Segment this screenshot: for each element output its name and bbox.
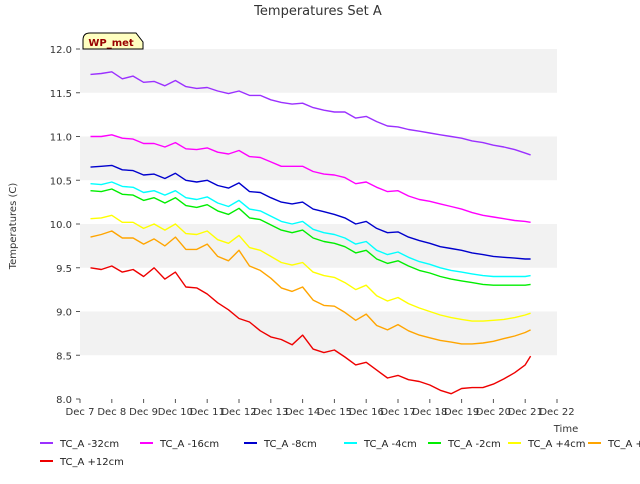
- legend-item: TC_A -8cm: [244, 439, 317, 450]
- legend-label: TC_A -8cm: [263, 439, 317, 450]
- x-tick-label: Dec 18: [412, 407, 447, 418]
- legend-item: TC_A +8cm: [588, 439, 640, 450]
- legend-label: TC_A -32cm: [59, 439, 119, 450]
- site-badge-label: WP_met: [88, 38, 134, 49]
- x-tick-label: Dec 7: [66, 407, 95, 418]
- x-tick-label: Dec 20: [476, 407, 511, 418]
- series-line: [90, 214, 531, 322]
- y-tick-label: 10.0: [50, 220, 72, 231]
- x-tick-label: Dec 21: [508, 407, 543, 418]
- site-badge: WP_met: [82, 32, 144, 50]
- y-tick-label: 11.5: [50, 89, 72, 100]
- y-tick-label: 11.0: [50, 133, 72, 144]
- y-tick-label: 12.0: [50, 45, 72, 56]
- legend-label: TC_A +4cm: [527, 439, 586, 450]
- legend-item: TC_A +4cm: [508, 439, 586, 450]
- grid-bands: [80, 49, 557, 399]
- series-line: [90, 71, 531, 156]
- x-tick-label: Dec 17: [380, 407, 415, 418]
- chart-title: Temperatures Set A: [253, 4, 382, 19]
- legend-label: TC_A -4cm: [363, 439, 417, 450]
- legend-label: TC_A +8cm: [607, 439, 640, 450]
- series-line: [90, 181, 531, 278]
- legend-item: TC_A -4cm: [344, 439, 417, 450]
- series-line: [90, 188, 531, 286]
- y-axis-title: Temperatures (C): [8, 183, 19, 271]
- x-axis-title: Time: [553, 424, 578, 435]
- x-tick-label: Dec 15: [317, 407, 352, 418]
- x-tick-label: Dec 16: [349, 407, 384, 418]
- y-tick-label: 8.0: [56, 395, 72, 406]
- chart-legend: TC_A -32cm TC_A -16cm TC_A -8cm TC_A -4cm TC…: [40, 439, 640, 468]
- y-axis-ticks: 8.0 8.5 9.0 9.5 10.0 10.5 11.0 11.5 12.0: [50, 45, 80, 406]
- x-tick-label: Dec 13: [253, 407, 288, 418]
- x-tick-label: Dec 8: [97, 407, 126, 418]
- series-line: [90, 265, 532, 395]
- y-tick-label: 8.5: [56, 351, 72, 362]
- series-lines: [90, 71, 532, 395]
- legend-item: TC_A -16cm: [140, 439, 219, 450]
- x-tick-label: Dec 22: [539, 407, 574, 418]
- y-tick-label: 10.5: [50, 176, 72, 187]
- legend-item: TC_A -32cm: [40, 439, 119, 450]
- x-tick-label: Dec 19: [444, 407, 479, 418]
- grid-band: [80, 311, 557, 356]
- x-tick-label: Dec 11: [190, 407, 225, 418]
- legend-item: TC_A +12cm: [40, 457, 124, 468]
- x-tick-label: Dec 14: [285, 407, 320, 418]
- site-badge-shape: [82, 32, 144, 50]
- grid-band: [80, 49, 557, 93]
- x-tick-label: Dec 12: [221, 407, 256, 418]
- x-tick-label: Dec 9: [129, 407, 158, 418]
- series-line: [90, 164, 531, 260]
- y-tick-label: 9.5: [56, 264, 72, 275]
- series-line: [90, 230, 531, 345]
- legend-item: TC_A -2cm: [428, 439, 501, 450]
- y-tick-label: 9.0: [56, 308, 72, 319]
- legend-label: TC_A -16cm: [159, 439, 219, 450]
- series-line: [90, 134, 531, 223]
- legend-label: TC_A +12cm: [59, 457, 124, 468]
- legend-label: TC_A -2cm: [447, 439, 501, 450]
- x-tick-label: Dec 10: [158, 407, 193, 418]
